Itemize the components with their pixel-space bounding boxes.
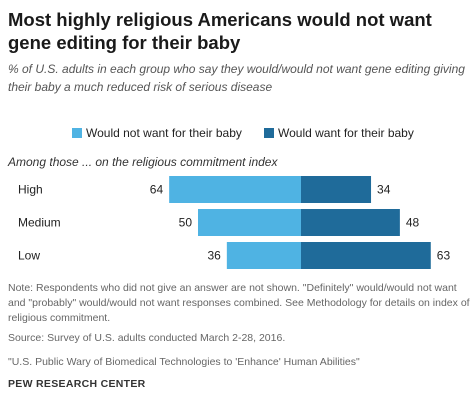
legend-swatch-would: [264, 128, 274, 138]
legend-label-would: Would want for their baby: [278, 126, 414, 140]
bar-would-high: [301, 176, 372, 203]
report-title: "U.S. Public Wary of Biomedical Technolo…: [8, 356, 360, 368]
section-label: Among those ... on the religious commitm…: [8, 155, 278, 169]
bar-would-not-medium: [198, 209, 301, 236]
note-text: Note: Respondents who did not give an an…: [8, 282, 470, 324]
value-label-would-low: 63: [437, 249, 451, 263]
value-label-would-not-medium: 50: [179, 216, 193, 230]
legend-label-would-not: Would not want for their baby: [86, 126, 242, 140]
bar-would-low: [301, 242, 431, 269]
category-label-medium: Medium: [18, 216, 61, 230]
bar-chart: High 64 34 Medium 50 48 Low 36 63: [18, 176, 451, 269]
organization-name: PEW RESEARCH CENTER: [8, 378, 146, 390]
bar-would-not-low: [226, 242, 301, 269]
bar-would-medium: [301, 209, 400, 236]
value-label-would-high: 34: [377, 183, 391, 197]
chart-subtitle: % of U.S. adults in each group who say t…: [8, 62, 465, 94]
legend-swatch-would-not: [72, 128, 82, 138]
category-label-high: High: [18, 183, 43, 197]
chart-title: Most highly religious Americans would no…: [8, 9, 432, 53]
source-text: Source: Survey of U.S. adults conducted …: [8, 332, 286, 344]
value-label-would-not-high: 64: [150, 183, 164, 197]
legend-item-would-not: Would not want for their baby: [72, 126, 242, 140]
bar-would-not-high: [169, 176, 301, 203]
value-label-would-not-low: 36: [207, 249, 221, 263]
category-label-low: Low: [18, 249, 40, 263]
value-label-would-medium: 48: [406, 216, 420, 230]
legend-item-would: Would want for their baby: [264, 126, 414, 140]
